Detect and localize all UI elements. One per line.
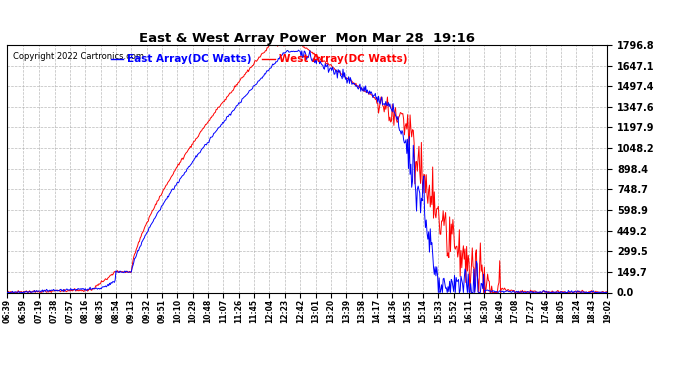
Title: East & West Array Power  Mon Mar 28  19:16: East & West Array Power Mon Mar 28 19:16 xyxy=(139,32,475,45)
Legend: East Array(DC Watts), West Array(DC Watts): East Array(DC Watts), West Array(DC Watt… xyxy=(106,50,411,69)
Text: Copyright 2022 Cartronics.com: Copyright 2022 Cartronics.com xyxy=(13,53,144,62)
